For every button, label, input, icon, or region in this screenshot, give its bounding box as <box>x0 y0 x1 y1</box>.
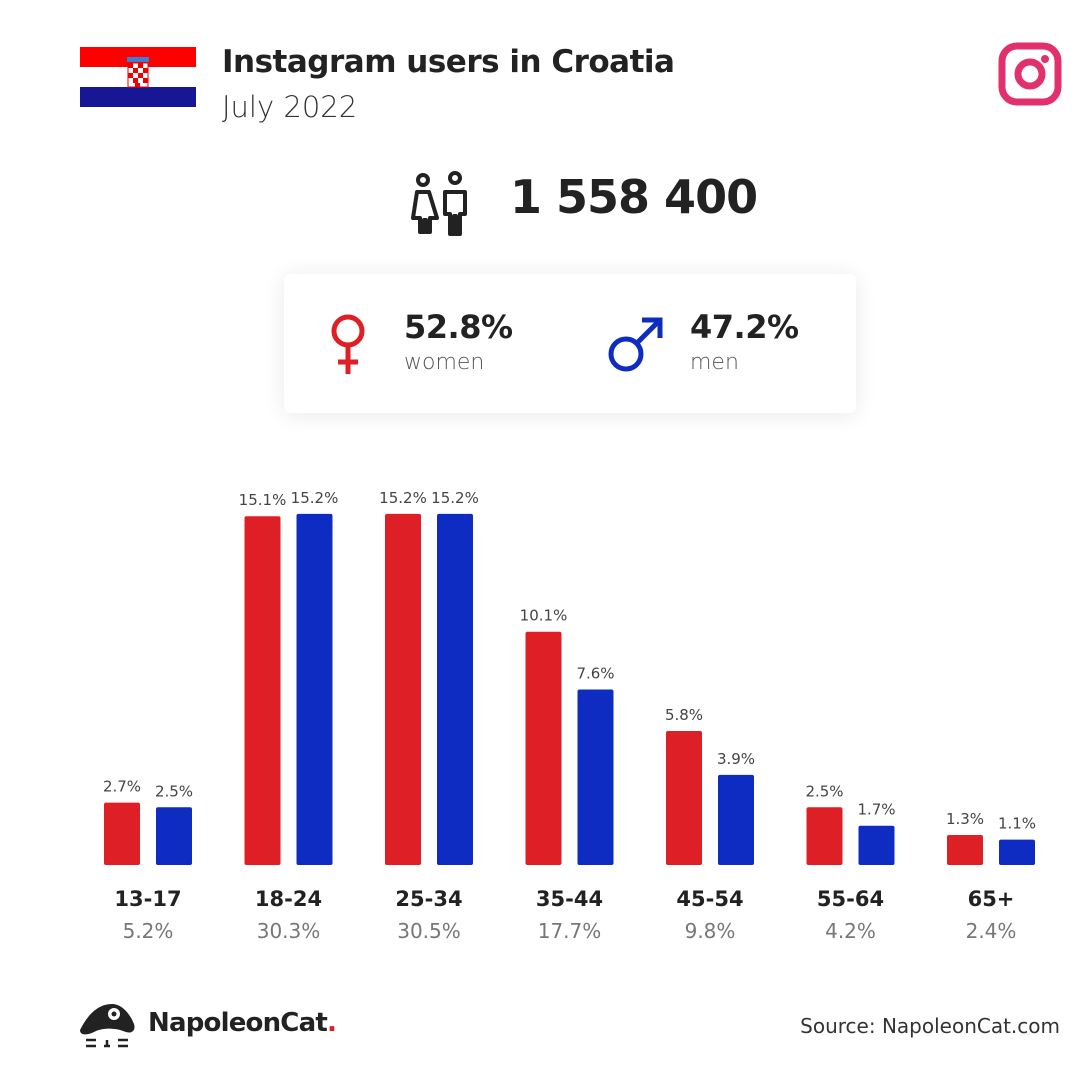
page-title: Instagram users in Croatia <box>222 44 675 80</box>
bar-men <box>156 807 192 865</box>
bar-value-label: 15.2% <box>379 489 427 507</box>
bar-men <box>999 839 1035 865</box>
age-group-total: 17.7% <box>538 919 602 943</box>
source-text: Source: NapoleonCat.com <box>800 1014 1060 1038</box>
bar-women <box>385 513 421 865</box>
croatia-flag <box>80 47 196 107</box>
age-group-label: 13-17 <box>114 887 181 911</box>
age-group-total: 5.2% <box>123 919 174 943</box>
instagram-icon <box>998 42 1062 106</box>
bar-men <box>577 689 614 865</box>
age-group-total: 9.8% <box>685 919 736 943</box>
bar-women <box>525 631 562 865</box>
bar-men <box>718 774 754 865</box>
bar-value-label: 1.7% <box>857 801 895 819</box>
bar-value-label: 1.3% <box>946 810 984 828</box>
bar-men <box>858 825 895 865</box>
bar-men <box>437 513 473 865</box>
age-group-label: 65+ <box>968 887 1015 911</box>
age-group-label: 35-44 <box>536 887 603 911</box>
bar-value-label: 15.2% <box>291 489 339 507</box>
brand-name: NapoleonCat. <box>148 1008 337 1038</box>
gender-card: 52.8% women 47.2% men <box>284 274 856 413</box>
age-group-label: 18-24 <box>255 887 322 911</box>
female-icon <box>331 314 365 374</box>
napoleoncat-logo-icon <box>80 1004 135 1048</box>
bar-value-label: 2.5% <box>805 782 843 800</box>
bar-women <box>666 731 702 865</box>
age-group-total: 30.3% <box>257 919 321 943</box>
bar-women <box>104 802 140 865</box>
women-percentage: 52.8% <box>404 308 513 346</box>
men-label: men <box>690 350 739 375</box>
total-users: 1 558 400 <box>510 170 758 224</box>
bar-value-label: 10.1% <box>520 607 568 625</box>
age-group-label: 25-34 <box>395 887 462 911</box>
bar-value-label: 2.7% <box>103 778 141 796</box>
bar-value-label: 7.6% <box>576 664 614 682</box>
people-icon <box>411 171 467 236</box>
brand-text: NapoleonCat <box>148 1008 328 1038</box>
coat-of-arms-icon <box>127 62 149 88</box>
page-subtitle: July 2022 <box>222 90 358 124</box>
age-gender-bar-chart: 2.7% 2.5%13-175.2%15.1% 15.2%18-2430.3%15.… <box>103 489 1036 943</box>
bar-value-label: 15.2% <box>431 489 479 507</box>
bar-women <box>244 516 281 865</box>
bar-value-label: 15.1% <box>239 491 287 509</box>
age-group-label: 55-64 <box>817 887 884 911</box>
male-icon <box>608 317 663 372</box>
age-group-total: 4.2% <box>825 919 876 943</box>
bar-men <box>296 513 333 865</box>
bar-value-label: 1.1% <box>998 815 1036 833</box>
age-group-total: 2.4% <box>966 919 1017 943</box>
bar-value-label: 3.9% <box>717 750 755 768</box>
bar-value-label: 5.8% <box>665 706 703 724</box>
men-percentage: 47.2% <box>690 308 799 346</box>
age-group-total: 30.5% <box>397 919 461 943</box>
brand-dot: . <box>326 1008 337 1038</box>
bar-women <box>806 807 843 865</box>
women-label: women <box>404 350 485 375</box>
age-group-label: 45-54 <box>676 887 743 911</box>
bar-value-label: 2.5% <box>155 782 193 800</box>
bar-women <box>947 834 983 865</box>
